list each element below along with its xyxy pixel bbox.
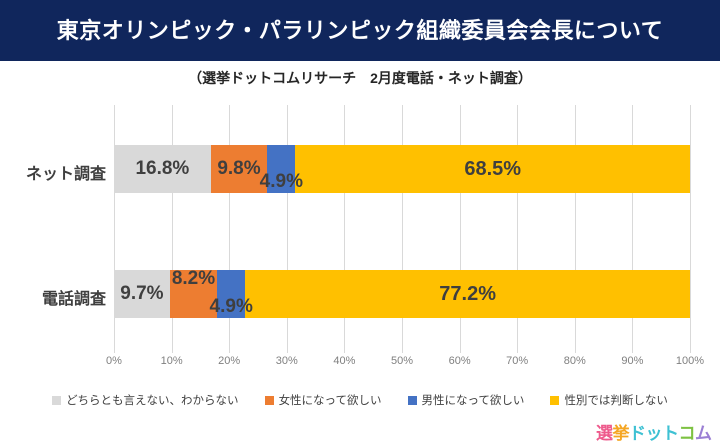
title-banner: 東京オリンピック・パラリンピック組織委員会会長について (0, 0, 720, 57)
category-label-net: ネット調査 (25, 166, 106, 183)
bar-segment: 77.2% (245, 270, 690, 318)
bar-segment: 9.8% (210, 145, 268, 193)
category-label-phone: 電話調査 (41, 291, 106, 308)
legend-label: 女性になって欲しい (278, 395, 382, 407)
x-axis-tick-label: 80% (563, 355, 586, 367)
bar-segment: 4.9% (210, 270, 253, 318)
legend-swatch-icon (407, 395, 417, 405)
logo-char: ト (662, 424, 679, 443)
x-axis-tick-label: 20% (218, 355, 241, 367)
gridline (632, 105, 634, 353)
bar-value-label: 9.8% (217, 158, 261, 179)
logo-char: ム (695, 424, 712, 443)
table-row: 16.8% 9.8% 4.9% 68.5% (114, 145, 690, 193)
logo-char: 選 (596, 424, 613, 443)
bar-value-label: 4.9% (259, 171, 303, 192)
x-axis-tick-label: 40% (333, 355, 356, 367)
gridline (517, 105, 519, 353)
gridline (171, 105, 173, 353)
legend-swatch-icon (264, 395, 274, 405)
bar-segment: 16.8% (114, 145, 211, 193)
x-axis-tick-label: 10% (160, 355, 183, 367)
x-axis: 0% 10% 20% 30% 40% 50% 60% 70% 80% 90% 100% (106, 353, 704, 371)
gridline (402, 105, 403, 353)
gridline (229, 105, 231, 353)
bar-value-label: 4.9% (209, 296, 253, 317)
gridline (114, 105, 115, 353)
bar-segment: 4.9% (260, 145, 303, 193)
x-axis-tick-label: 100% (675, 355, 705, 367)
bar-value-label: 8.2% (171, 268, 216, 289)
bar-segment: 8.2% (169, 268, 218, 318)
bar-value-label: 9.7% (120, 283, 164, 304)
gridline (286, 105, 288, 353)
legend-item[interactable]: 性別では判断しない (550, 392, 668, 408)
bar-segment: 68.5% (295, 145, 690, 193)
plot-area: 16.8% 9.8% 4.9% 68.5% 9.7% 8.2% 4.9% 77.2% (114, 105, 691, 353)
x-axis-tick-label: 30% (275, 355, 298, 367)
legend-swatch-icon (550, 395, 560, 405)
logo-char: ド (629, 424, 646, 443)
bar-segment: 9.7% (114, 270, 170, 318)
gridlines (114, 105, 691, 353)
legend-item[interactable]: どちらとも言えない、わからない (52, 392, 239, 408)
legend-label: どちらとも言えない、わからない (66, 395, 239, 407)
page-title: 東京オリンピック・パラリンピック組織委員会会長について (56, 17, 664, 43)
site-logo: 選挙ドットコム (596, 419, 712, 444)
gridline (690, 105, 691, 353)
logo-char: コ (678, 424, 696, 443)
banner-underline (0, 57, 720, 61)
legend-item[interactable]: 女性になって欲しい (264, 392, 382, 408)
x-axis-tick-label: 60% (448, 355, 471, 367)
legend-label: 男性になって欲しい (421, 395, 525, 407)
x-axis-tick-label: 90% (621, 355, 644, 367)
gridline (459, 105, 461, 353)
x-axis-tick-label: 50% (390, 355, 414, 367)
chart-subtitle: （選挙ドットコムリサーチ 2月度電話・ネット調査） (188, 70, 532, 86)
logo-char: ッ (645, 424, 663, 443)
legend-item[interactable]: 男性になって欲しい (407, 392, 525, 408)
logo-char: 挙 (612, 424, 630, 443)
legend-swatch-icon (52, 395, 62, 405)
bar-value-label: 16.8% (135, 158, 190, 179)
chart-legend: どちらとも言えない、わからない 女性になって欲しい 男性になって欲しい 性別では判断し… (0, 392, 720, 408)
gridline (574, 105, 576, 353)
legend-label: 性別では判断しない (564, 395, 668, 407)
bar-value-label: 77.2% (439, 282, 496, 305)
table-row: 9.7% 8.2% 4.9% 77.2% (114, 268, 690, 318)
x-axis-tick-label: 0% (106, 355, 122, 367)
x-axis-tick-label: 70% (506, 355, 529, 367)
gridline (344, 105, 346, 353)
bar-value-label: 68.5% (464, 157, 522, 180)
